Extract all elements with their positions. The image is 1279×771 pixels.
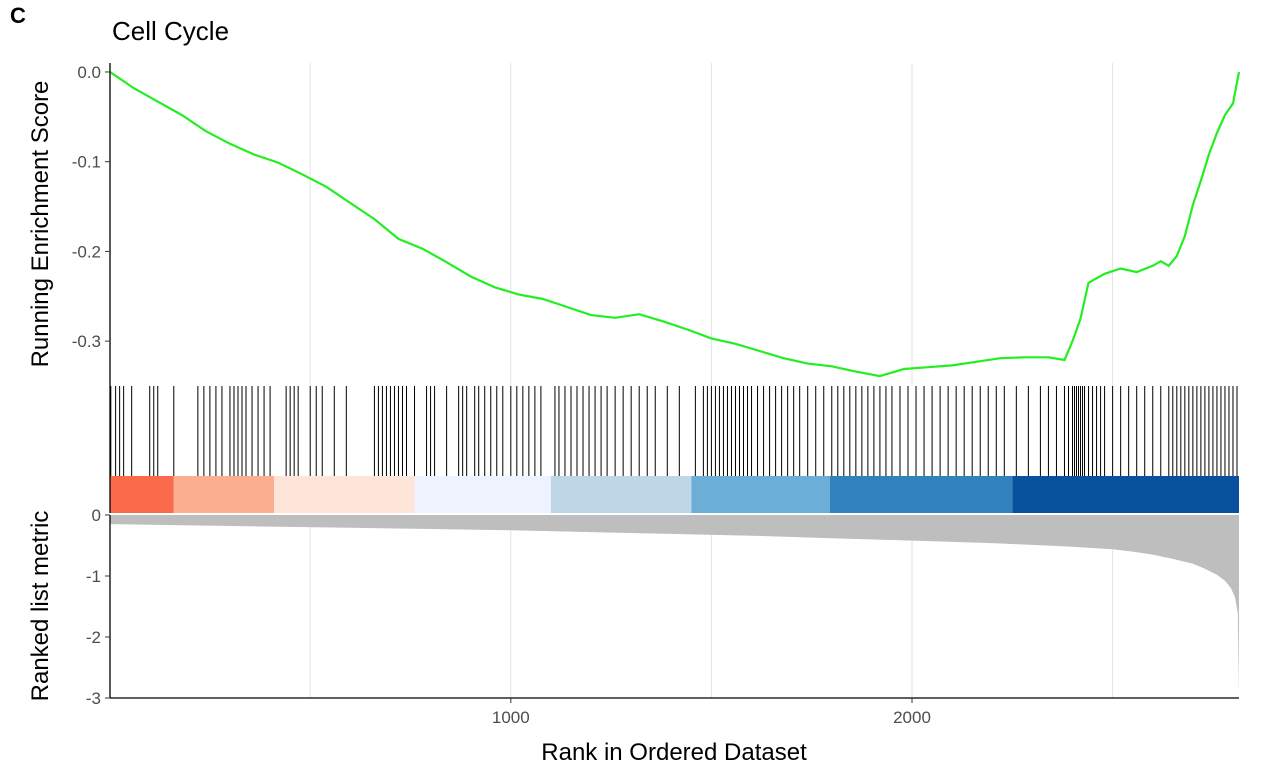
color-band [691,476,830,513]
metric-y-label: Ranked list metric [27,511,54,702]
y-tick-label: 0.0 [77,63,101,82]
color-band [110,476,174,513]
running-enrichment-line [109,71,1241,378]
y-tick-label: -0.3 [72,332,101,351]
x-tick-label: 1000 [492,708,530,727]
x-ticks: 1000 2000 [492,698,931,727]
gene-hit-ticks [110,386,1238,476]
color-band [274,476,415,513]
y-tick-label: -0.1 [72,153,101,172]
x-axis-label: Rank in Ordered Dataset [541,739,807,766]
color-band [550,476,692,513]
panel-letter: C [10,3,26,28]
x-tick-label: 2000 [893,708,931,727]
color-band [173,476,275,513]
color-band [414,476,551,513]
rank-color-bands [110,476,1239,513]
y-tick-label: -0.2 [72,242,101,261]
color-band [1012,476,1239,513]
enrichment-y-ticks: 0.0 -0.1 -0.2 -0.3 [72,63,110,351]
y-tick-label: -2 [86,628,101,647]
enrichment-gridlines [309,63,1114,386]
ranked-metric-area [110,515,1239,695]
metric-y-ticks: 0 -1 -2 -3 [86,506,110,708]
color-band [829,476,1013,513]
y-tick-label: 0 [92,506,101,525]
chart-title: Cell Cycle [112,16,229,46]
enrichment-y-label: Running Enrichment Score [27,81,54,368]
y-tick-label: -1 [86,567,101,586]
y-tick-label: -3 [86,689,101,708]
